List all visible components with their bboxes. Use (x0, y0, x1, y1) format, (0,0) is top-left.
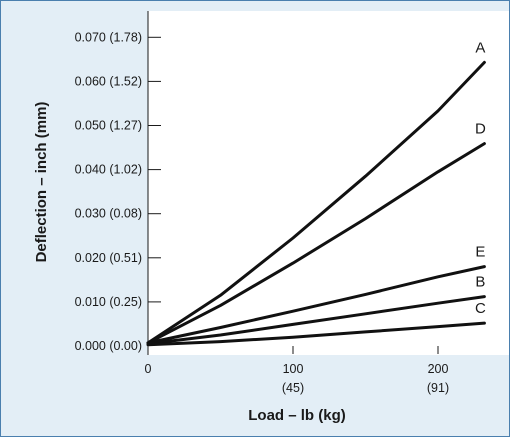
series-line-e (146, 265, 486, 345)
x-axis-title: Load – lb (kg) (248, 407, 346, 424)
series-label-d: D (475, 121, 486, 138)
x-tick-label: 100 (283, 362, 304, 376)
y-tick-label: 0.010 (0.25) (75, 295, 142, 309)
y-tick-label: 0.070 (1.78) (75, 30, 142, 44)
series-label-e: E (475, 244, 485, 261)
y-tick-label: 0.030 (0.08) (75, 207, 142, 221)
series-line-c (146, 321, 486, 347)
x-tick-sublabel: (91) (427, 381, 449, 395)
x-tick-sublabel: (45) (282, 381, 304, 395)
y-tick-label: 0.040 (1.02) (75, 163, 142, 177)
series-line-b (146, 295, 486, 346)
y-axis-title: Deflection – inch (mm) (33, 102, 50, 263)
x-tick-label: 200 (428, 362, 449, 376)
series-label-c: C (475, 300, 486, 317)
y-tick-label: 0.050 (1.27) (75, 119, 142, 133)
y-tick-label: 0.020 (0.51) (75, 251, 142, 265)
series-label-b: B (475, 274, 485, 291)
series-line-a (146, 60, 486, 345)
x-tick-label: 0 (145, 362, 152, 376)
y-tick-label: 0.000 (0.00) (75, 339, 142, 353)
series-line-d (146, 142, 486, 345)
y-tick-label: 0.060 (1.52) (75, 74, 142, 88)
plot-area (148, 11, 509, 355)
series-label-a: A (475, 39, 485, 56)
